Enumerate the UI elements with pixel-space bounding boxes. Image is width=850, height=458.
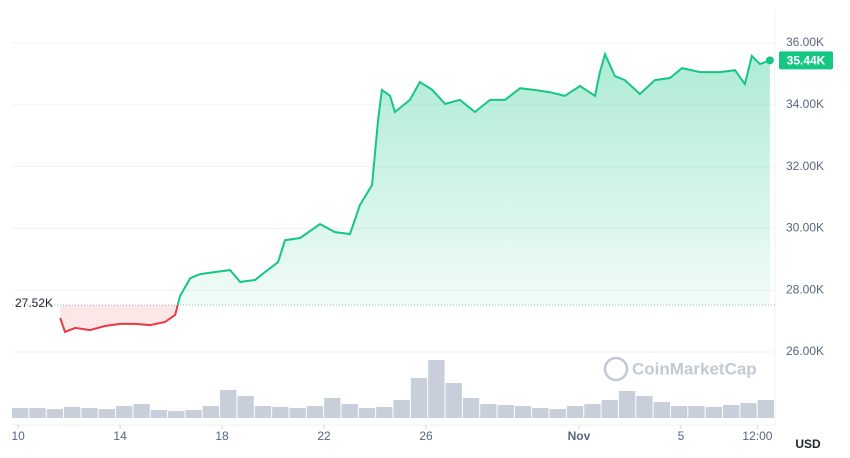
volume-bar: [150, 410, 168, 418]
volume-bar: [12, 408, 29, 418]
volume-bar: [601, 400, 618, 418]
last-value-badge: [779, 51, 833, 70]
volume-bar: [514, 406, 532, 418]
volume-bar: [272, 407, 289, 418]
volume-bar: [133, 404, 150, 418]
volume-bar: [480, 404, 497, 418]
volume-bar: [168, 411, 185, 418]
y-tick-label: 30.00K: [786, 221, 824, 235]
volume-bar: [98, 409, 116, 418]
volume-bar: [64, 407, 81, 418]
volume-bar: [428, 360, 445, 418]
volume-bar: [202, 406, 220, 418]
volume-bar: [566, 406, 584, 418]
y-tick-label: 34.00K: [786, 97, 824, 111]
volume-bar: [445, 383, 462, 418]
volume-bar: [688, 406, 705, 418]
volume-bar: [410, 378, 428, 418]
x-tick-label: Nov: [568, 429, 591, 443]
volume-bar: [618, 391, 636, 418]
price-line-up: [176, 51, 771, 306]
volume-bar: [220, 390, 237, 418]
currency-label: USD: [795, 437, 821, 451]
volume-bar: [306, 406, 324, 418]
watermark-text: CoinMarketCap: [632, 359, 757, 378]
volume-bar: [29, 408, 46, 418]
volume-bar: [81, 408, 98, 418]
volume-bar: [757, 400, 774, 418]
y-tick-label: 28.00K: [786, 282, 824, 296]
volume-bar: [462, 398, 480, 418]
volume-bar: [393, 400, 410, 418]
volume-bar: [532, 408, 549, 418]
y-tick-label: 26.00K: [786, 344, 824, 358]
last-value-label: 35.44K: [787, 54, 826, 68]
last-point: [765, 56, 774, 65]
volume-bar: [46, 409, 64, 418]
volume-bar: [289, 408, 306, 418]
volume-bar: [497, 405, 514, 418]
volume-bar: [636, 396, 653, 418]
watermark: CoinMarketCap: [603, 356, 757, 382]
x-tick-label: 14: [113, 429, 127, 443]
volume-bar: [376, 407, 393, 418]
volume-bar: [185, 410, 202, 418]
volume-bar: [584, 404, 601, 418]
x-tick-label: 10: [11, 429, 25, 443]
volume-bar: [341, 404, 358, 418]
volume-bar: [705, 407, 722, 418]
volume-bar: [237, 396, 254, 418]
x-tick-label: 5: [678, 429, 685, 443]
volume-bar: [116, 406, 133, 418]
volume-bar: [324, 398, 341, 418]
baseline-label: 27.52K: [15, 296, 53, 310]
volume-bar: [549, 409, 566, 418]
x-tick-label: 12:00: [742, 429, 772, 443]
volume-bar: [722, 405, 740, 418]
volume-bar: [358, 408, 376, 418]
volume-bar: [670, 406, 688, 418]
x-tick-label: 26: [419, 429, 433, 443]
volume-bar: [740, 403, 757, 418]
y-tick-label: 32.00K: [786, 159, 824, 173]
area-up: [177, 54, 770, 306]
volume-bar: [653, 402, 670, 418]
x-tick-label: 22: [317, 429, 331, 443]
area-down: [60, 305, 770, 332]
volume-bar: [254, 406, 272, 418]
y-tick-label: 36.00K: [786, 35, 824, 49]
x-tick-label: 18: [215, 429, 229, 443]
